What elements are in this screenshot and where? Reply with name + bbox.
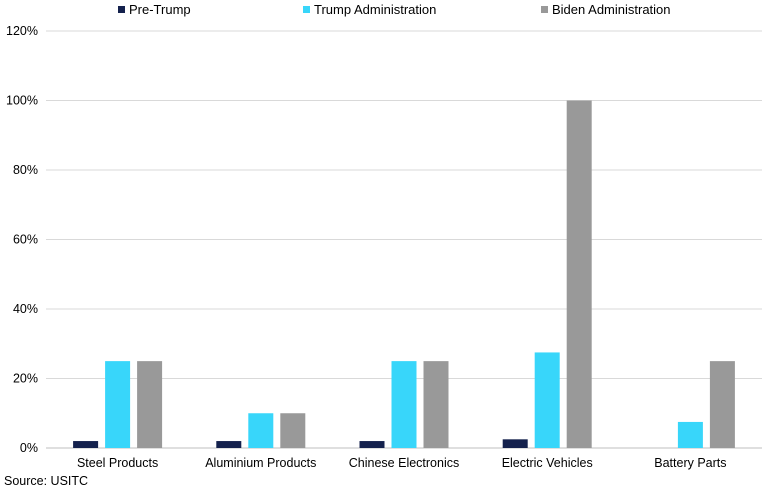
y-tick-label: 40% — [13, 302, 38, 316]
bar — [359, 441, 385, 448]
legend: Pre-Trump Trump Administration Biden Adm… — [0, 2, 770, 20]
x-tick-label: Chinese Electronics — [349, 456, 459, 470]
legend-label-pre-trump: Pre-Trump — [129, 2, 191, 17]
bar — [248, 413, 274, 448]
legend-item-trump: Trump Administration — [303, 2, 436, 17]
y-tick-label: 60% — [13, 233, 38, 247]
y-tick-label: 20% — [13, 372, 38, 386]
bar — [73, 441, 99, 448]
bar — [280, 413, 306, 448]
x-tick-label: Steel Products — [77, 456, 158, 470]
y-tick-label: 100% — [6, 94, 38, 108]
y-tick-label: 80% — [13, 163, 38, 177]
x-tick-label: Battery Parts — [654, 456, 726, 470]
y-tick-label: 0% — [20, 441, 38, 455]
legend-swatch-pre-trump — [118, 6, 125, 13]
bar — [216, 441, 242, 448]
legend-label-biden: Biden Administration — [552, 2, 671, 17]
x-tick-label: Electric Vehicles — [502, 456, 593, 470]
bar — [534, 352, 560, 448]
bar — [502, 439, 528, 448]
y-tick-label: 120% — [6, 24, 38, 38]
bar — [677, 421, 703, 448]
bar — [423, 361, 449, 448]
bar — [137, 361, 163, 448]
legend-item-pre-trump: Pre-Trump — [118, 2, 191, 17]
legend-label-trump: Trump Administration — [314, 2, 437, 17]
bar — [391, 361, 417, 448]
legend-swatch-trump — [303, 6, 310, 13]
source-note: Source: USITC — [4, 474, 89, 488]
bar — [566, 100, 592, 448]
bar — [709, 361, 735, 448]
legend-swatch-biden — [541, 6, 548, 13]
legend-item-biden: Biden Administration — [541, 2, 671, 17]
bar — [105, 361, 131, 448]
x-tick-label: Aluminium Products — [205, 456, 316, 470]
